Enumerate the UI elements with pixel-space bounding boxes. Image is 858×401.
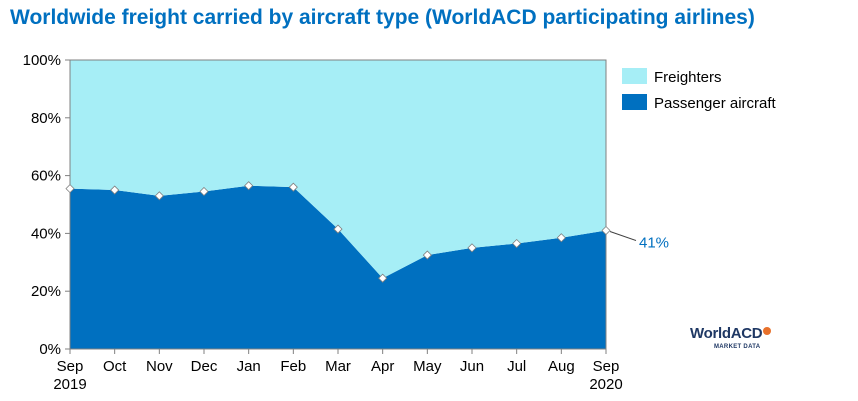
data-point-marker (422, 250, 432, 260)
x-tick-label: Nov (146, 358, 173, 375)
area-passenger-aircraft (70, 185, 606, 349)
x-tick-label: Sep (593, 358, 620, 375)
y-tick-label: 40% (31, 225, 61, 242)
data-point-marker (467, 243, 477, 253)
data-point-marker (199, 186, 209, 197)
x-tick-label: Jun (460, 358, 484, 375)
legend-swatch-freighters (622, 68, 647, 84)
legend-swatch-passenger-aircraft (622, 94, 647, 110)
y-tick-label: 100% (23, 52, 61, 69)
worldacd-logo: WorldACD MARKET DATA (690, 325, 780, 355)
x-tick-label: Jul (507, 358, 526, 375)
y-tick-label: 0% (39, 341, 61, 358)
data-point-marker (154, 191, 164, 201)
area-freighters (70, 60, 606, 279)
legend-label-freighters: Freighters (654, 69, 722, 86)
x-tick-label: Feb (280, 358, 306, 375)
x-tick-label: May (413, 358, 442, 375)
y-tick-label: 80% (31, 110, 61, 127)
data-point-marker (110, 185, 120, 195)
x-tick-label: Sep (57, 358, 84, 375)
logo-tagline: MARKET DATA (714, 344, 761, 350)
x-tick-sublabel: 2019 (53, 376, 86, 393)
data-point-marker (288, 182, 298, 192)
logo-dot-icon (763, 327, 772, 335)
x-tick-label: Aug (548, 358, 575, 375)
data-point-marker (65, 184, 75, 194)
x-tick-label: Dec (191, 358, 218, 375)
x-tick-label: Jan (237, 358, 261, 375)
y-tick-label: 20% (31, 283, 61, 300)
y-tick-label: 60% (31, 168, 61, 185)
data-point-marker (556, 233, 566, 243)
data-point-marker (244, 181, 254, 191)
data-point-marker (512, 238, 522, 249)
annotation-leader-line (609, 231, 637, 241)
x-tick-label: Mar (325, 358, 351, 375)
logo-wordmark: WorldACD (690, 325, 763, 342)
x-tick-label: Oct (103, 358, 127, 375)
data-point-marker (333, 224, 343, 234)
data-point-marker (378, 273, 388, 283)
data-point-marker (601, 225, 611, 236)
x-tick-sublabel: 2020 (589, 376, 622, 393)
legend-label-passenger-aircraft: Passenger aircraft (654, 95, 777, 112)
chart-title: Worldwide freight carried by aircraft ty… (10, 6, 755, 29)
x-tick-label: Apr (371, 358, 394, 375)
annotation-label: 41% (639, 235, 669, 252)
